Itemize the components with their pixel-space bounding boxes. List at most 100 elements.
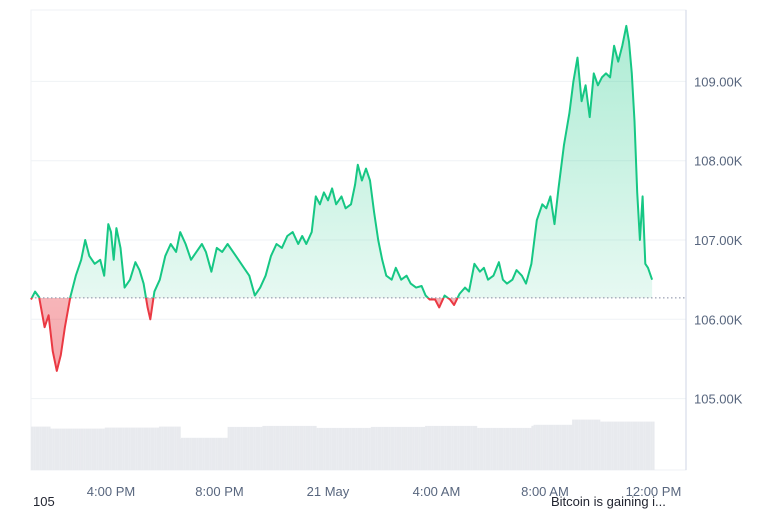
volume-bar xyxy=(461,425,465,470)
volume-bar xyxy=(312,425,315,470)
volume-bar xyxy=(390,426,393,470)
volume-bar xyxy=(505,427,508,470)
volume-bar xyxy=(459,425,463,470)
volume-bar xyxy=(113,427,116,470)
volume-bar xyxy=(540,424,543,470)
volume-bar xyxy=(301,425,304,470)
volume-bar xyxy=(485,427,489,470)
volume-bar xyxy=(580,419,583,470)
volume-bar xyxy=(273,425,276,470)
volume-bar xyxy=(207,437,210,470)
volume-bar xyxy=(494,427,497,470)
volume-bar xyxy=(479,427,482,470)
volume-bar xyxy=(202,437,205,470)
volume-bar xyxy=(535,424,538,470)
volume-bar xyxy=(46,426,49,470)
volume-bar xyxy=(93,428,97,470)
volume-bar xyxy=(572,419,575,470)
volume-bar xyxy=(275,425,278,470)
volume-bar xyxy=(595,419,599,470)
volume-bar xyxy=(54,428,58,470)
volume-bar xyxy=(251,426,254,470)
footer-left-text: 105 xyxy=(33,494,55,509)
volume-bar xyxy=(89,428,92,470)
volume-bar xyxy=(472,425,476,470)
volume-bar xyxy=(165,426,168,470)
volume-bar xyxy=(373,426,376,470)
volume-bar xyxy=(180,437,184,470)
volume-bar xyxy=(604,421,607,470)
volume-bar xyxy=(650,421,653,470)
volume-bar xyxy=(652,421,655,470)
volume-bar xyxy=(576,419,579,470)
volume-bar xyxy=(152,427,155,470)
volume-bar xyxy=(566,424,569,470)
volume-bar xyxy=(83,428,86,470)
volume-bar xyxy=(381,426,384,470)
volume-bar xyxy=(299,425,302,470)
volume-bar xyxy=(185,437,188,470)
volume-bar xyxy=(227,426,230,470)
footer-news-ticker[interactable]: Bitcoin is gaining i... xyxy=(551,494,666,509)
volume-bar xyxy=(346,427,350,470)
volume-bar xyxy=(253,426,256,470)
volume-bar xyxy=(150,427,153,470)
volume-bar xyxy=(148,427,151,470)
volume-bar xyxy=(501,427,504,470)
volume-bar xyxy=(132,427,136,470)
volume-bar xyxy=(414,426,417,470)
volume-bar xyxy=(407,426,410,470)
volume-bar xyxy=(587,419,590,470)
volume-bar xyxy=(220,437,223,470)
volume-bar xyxy=(420,426,423,470)
volume-bar xyxy=(451,425,454,470)
volume-bar xyxy=(236,426,239,470)
volume-bar xyxy=(122,427,125,470)
volume-bar xyxy=(130,427,134,470)
volume-bar xyxy=(444,425,447,470)
volume-bar xyxy=(163,426,166,470)
volume-bar xyxy=(585,419,588,470)
volume-bar xyxy=(288,425,291,470)
volume-bar xyxy=(375,426,378,470)
volume-bar xyxy=(174,426,177,470)
volume-bar xyxy=(632,421,636,470)
volume-bar xyxy=(325,427,328,470)
volume-bar xyxy=(624,421,627,470)
volume-bar xyxy=(331,427,334,470)
volume-bar xyxy=(628,421,631,470)
volume-bar xyxy=(115,427,118,470)
volume-bar xyxy=(598,419,601,470)
volume-bar xyxy=(307,425,311,470)
y-tick-label: 106.00K xyxy=(694,312,743,327)
volume-bar xyxy=(323,427,326,470)
volume-bar xyxy=(498,427,502,470)
volume-bar xyxy=(511,427,515,470)
volume-bar xyxy=(431,425,434,470)
volume-bar xyxy=(399,426,402,470)
volume-bar xyxy=(215,437,218,470)
volume-bar xyxy=(568,424,571,470)
volume-bar xyxy=(342,427,345,470)
volume-bar xyxy=(102,428,105,470)
volume-bar xyxy=(349,427,352,470)
volume-bar xyxy=(496,427,499,470)
volume-bar xyxy=(593,419,596,470)
volume-bar xyxy=(422,426,426,470)
volume-bar xyxy=(229,426,233,470)
volume-bar xyxy=(244,426,248,470)
volume-bar xyxy=(527,427,530,470)
volume-bar xyxy=(329,427,332,470)
volume-bar xyxy=(492,427,495,470)
volume-bar xyxy=(392,426,395,470)
volume-bar xyxy=(578,419,581,470)
volume-bar xyxy=(159,426,162,470)
volume-bar xyxy=(65,428,68,470)
volume-bar xyxy=(468,425,471,470)
volume-bar xyxy=(33,426,36,470)
volume-bar xyxy=(119,427,123,470)
volume-bar xyxy=(258,426,261,470)
y-tick-label: 105.00K xyxy=(694,392,743,407)
volume-bar xyxy=(637,421,640,470)
x-tick-label: 4:00 AM xyxy=(413,484,461,499)
